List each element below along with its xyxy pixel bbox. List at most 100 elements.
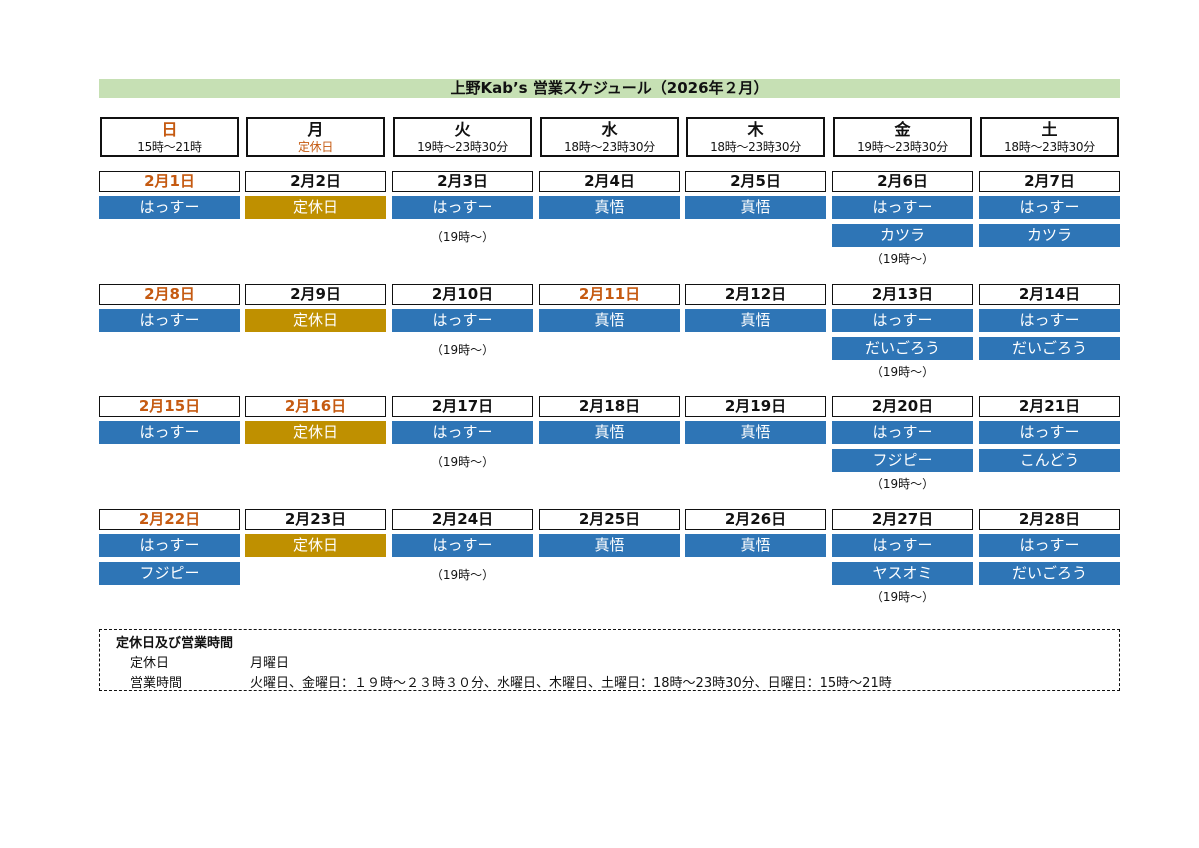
date-cell: 2月22日 xyxy=(99,509,240,530)
staff-cell: 真悟 xyxy=(685,196,826,219)
staff-cell: だいごろう xyxy=(979,337,1120,360)
date-cell: 2月26日 xyxy=(685,509,826,530)
staff-cell: ヤスオミ xyxy=(832,562,973,585)
start-time-note: （19時～） xyxy=(870,252,935,266)
date-cell: 2月21日 xyxy=(979,396,1120,417)
date-cell: 2月2日 xyxy=(245,171,386,192)
staff-cell: はっすー xyxy=(979,196,1120,219)
date-cell: 2月28日 xyxy=(979,509,1120,530)
legend-title: 定休日及び営業時間 xyxy=(116,636,234,651)
staff-cell: はっすー xyxy=(99,534,240,557)
weekday-name: 日 xyxy=(161,120,178,139)
date-cell: 2月8日 xyxy=(99,284,240,305)
start-time-note: （19時～） xyxy=(870,365,935,379)
staff-cell: はっすー xyxy=(392,421,533,444)
staff-cell: はっすー xyxy=(392,534,533,557)
date-cell: 2月5日 xyxy=(685,171,826,192)
date-cell: 2月1日 xyxy=(99,171,240,192)
date-cell: 2月3日 xyxy=(392,171,533,192)
staff-cell: はっすー xyxy=(99,309,240,332)
staff-cell: はっすー xyxy=(99,196,240,219)
staff-cell: カツラ xyxy=(832,224,973,247)
staff-cell: 真悟 xyxy=(539,309,680,332)
date-cell: 2月7日 xyxy=(979,171,1120,192)
page-title: 上野Kab’s 営業スケジュール（2026年２月） xyxy=(99,79,1120,98)
date-cell: 2月16日 xyxy=(245,396,386,417)
weekday-name: 金 xyxy=(894,120,911,139)
staff-cell: 真悟 xyxy=(539,196,680,219)
date-cell: 2月20日 xyxy=(832,396,973,417)
staff-cell: だいごろう xyxy=(832,337,973,360)
date-cell: 2月12日 xyxy=(685,284,826,305)
weekday-header-wed: 水 18時～23時30分 xyxy=(540,117,679,157)
weekday-name: 水 xyxy=(601,120,618,139)
weekday-hours: 19時～23時30分 xyxy=(857,140,948,154)
staff-cell: はっすー xyxy=(979,421,1120,444)
legend-value-closed: 月曜日 xyxy=(250,656,290,671)
staff-cell: カツラ xyxy=(979,224,1120,247)
legend-value-hours: 火曜日、金曜日：１９時～２３時３０分、水曜日、木曜日、土曜日：18時～23時30… xyxy=(250,676,892,691)
weekday-header-sat: 土 18時～23時30分 xyxy=(980,117,1119,157)
weekday-hours: 18時～23時30分 xyxy=(564,140,655,154)
date-cell: 2月4日 xyxy=(539,171,680,192)
start-time-note: （19時～） xyxy=(430,455,495,469)
weekday-header-fri: 金 19時～23時30分 xyxy=(833,117,972,157)
staff-cell: 真悟 xyxy=(685,534,826,557)
date-cell: 2月11日 xyxy=(539,284,680,305)
closed-day-cell: 定休日 xyxy=(245,534,386,557)
date-cell: 2月27日 xyxy=(832,509,973,530)
staff-cell: 真悟 xyxy=(685,421,826,444)
staff-cell: 真悟 xyxy=(685,309,826,332)
weekday-header-tue: 火 19時～23時30分 xyxy=(393,117,532,157)
weekday-header-sun: 日 15時～21時 xyxy=(100,117,239,157)
closed-day-cell: 定休日 xyxy=(245,196,386,219)
date-cell: 2月17日 xyxy=(392,396,533,417)
start-time-note: （19時～） xyxy=(430,343,495,357)
staff-cell: はっすー xyxy=(832,421,973,444)
date-cell: 2月10日 xyxy=(392,284,533,305)
weekday-header-mon: 月定休日 xyxy=(246,117,385,157)
start-time-note: （19時～） xyxy=(430,230,495,244)
date-cell: 2月15日 xyxy=(99,396,240,417)
start-time-note: （19時～） xyxy=(870,477,935,491)
staff-cell: 真悟 xyxy=(539,421,680,444)
date-cell: 2月6日 xyxy=(832,171,973,192)
legend-label-closed: 定休日 xyxy=(130,656,170,671)
date-cell: 2月19日 xyxy=(685,396,826,417)
weekday-header-thu: 木 18時～23時30分 xyxy=(686,117,825,157)
staff-cell: はっすー xyxy=(99,421,240,444)
legend-label-hours: 営業時間 xyxy=(130,676,183,691)
staff-cell: はっすー xyxy=(979,534,1120,557)
start-time-note: （19時～） xyxy=(430,568,495,582)
staff-cell: フジピー xyxy=(99,562,240,585)
staff-cell: はっすー xyxy=(392,309,533,332)
staff-cell: 真悟 xyxy=(539,534,680,557)
date-cell: 2月25日 xyxy=(539,509,680,530)
date-cell: 2月24日 xyxy=(392,509,533,530)
staff-cell: こんどう xyxy=(979,449,1120,472)
date-cell: 2月14日 xyxy=(979,284,1120,305)
weekday-hours: 定休日 xyxy=(297,140,334,154)
weekday-hours: 18時～23時30分 xyxy=(710,140,801,154)
date-cell: 2月23日 xyxy=(245,509,386,530)
weekday-name: 火 xyxy=(454,120,471,139)
staff-cell: フジピー xyxy=(832,449,973,472)
closed-day-cell: 定休日 xyxy=(245,421,386,444)
start-time-note: （19時～） xyxy=(870,590,935,604)
staff-cell: はっすー xyxy=(832,196,973,219)
weekday-hours: 19時～23時30分 xyxy=(417,140,508,154)
date-cell: 2月13日 xyxy=(832,284,973,305)
weekday-hours: 15時～21時 xyxy=(137,140,202,154)
date-cell: 2月9日 xyxy=(245,284,386,305)
staff-cell: はっすー xyxy=(832,309,973,332)
closed-day-cell: 定休日 xyxy=(245,309,386,332)
staff-cell: だいごろう xyxy=(979,562,1120,585)
legend-box: 定休日及び営業時間 定休日 月曜日 営業時間 火曜日、金曜日：１９時～２３時３０… xyxy=(99,629,1120,691)
staff-cell: はっすー xyxy=(392,196,533,219)
staff-cell: はっすー xyxy=(979,309,1120,332)
weekday-name: 土 xyxy=(1041,120,1058,139)
weekday-hours: 18時～23時30分 xyxy=(1004,140,1095,154)
weekday-name: 木 xyxy=(747,120,764,139)
weekday-name: 月 xyxy=(307,120,324,139)
date-cell: 2月18日 xyxy=(539,396,680,417)
